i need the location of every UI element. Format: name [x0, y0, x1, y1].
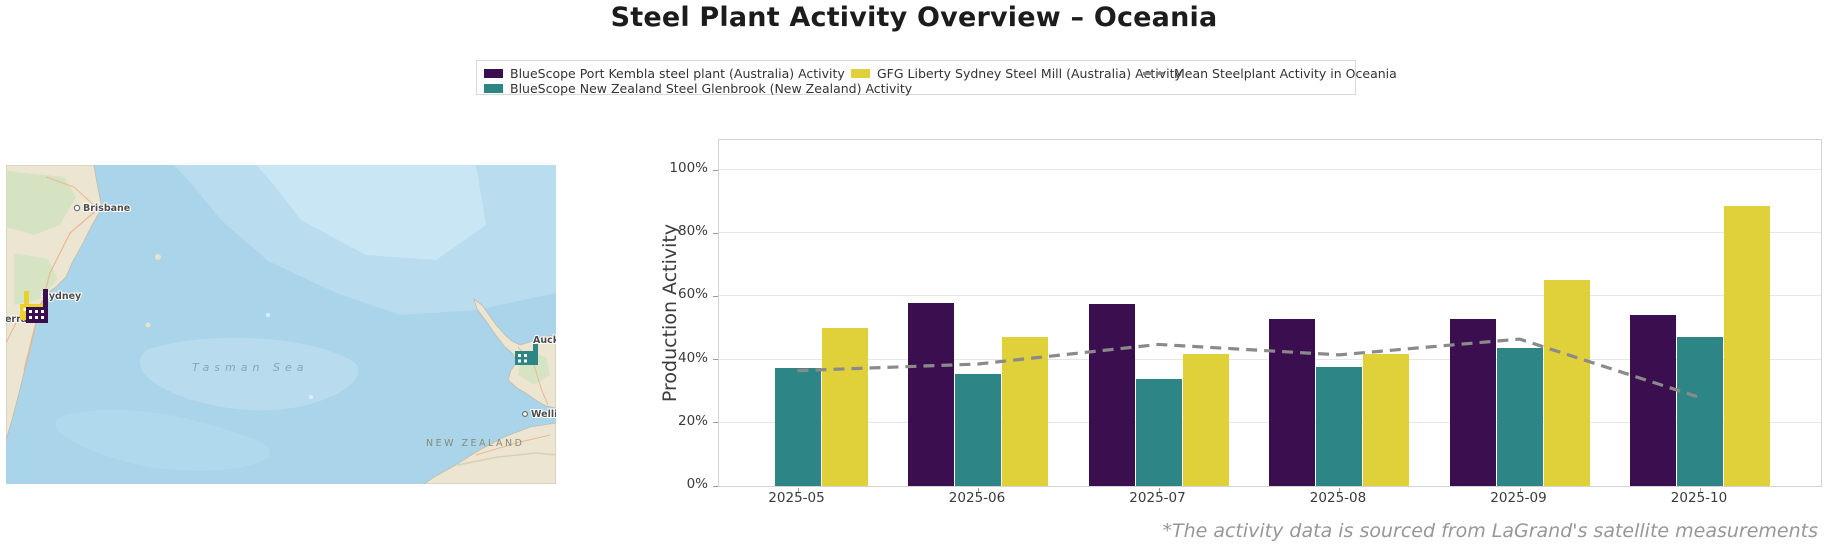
legend-dashed-line-swatch	[1143, 71, 1167, 75]
x-tick-label: 2025-05	[768, 490, 825, 506]
bar-2025-05-series2	[821, 328, 868, 486]
x-tick-label: 2025-09	[1490, 490, 1547, 506]
tasman-sea-label: Tasman Sea	[192, 361, 308, 374]
bar-2025-06-series0	[908, 302, 954, 486]
y-tick-mark	[713, 232, 718, 234]
footnote: *The activity data is sourced from LaGra…	[1162, 520, 1818, 542]
wellington-label: Wellington	[531, 409, 556, 420]
legend-entry: BlueScope New Zealand Steel Glenbrook (N…	[484, 80, 913, 96]
gridline	[719, 232, 1821, 234]
island-speck	[145, 322, 151, 328]
y-tick-label: 20%	[677, 412, 708, 429]
australia-vegetation-patch	[6, 171, 76, 235]
legend-entry-label: BlueScope New Zealand Steel Glenbrook (N…	[510, 80, 913, 96]
bar-2025-10-series0	[1630, 315, 1676, 486]
australia-road	[45, 176, 99, 210]
bar-2025-06-series1	[955, 374, 1001, 486]
x-tick-mark	[1158, 488, 1160, 492]
nz-terrain-line	[457, 452, 556, 466]
bar-2025-10-series2	[1724, 206, 1770, 486]
plot-area	[713, 139, 1822, 492]
australia-road	[23, 208, 99, 371]
x-tick-label: 2025-08	[1309, 490, 1367, 506]
bar-2025-07-series1	[1135, 378, 1182, 486]
sea-bank-patch	[140, 337, 359, 411]
bar-2025-07-series2	[1182, 353, 1229, 486]
legend-entry-label: Mean Steelplant Activity in Oceania	[1174, 65, 1397, 81]
x-tick-label: 2025-06	[948, 490, 1006, 506]
y-tick-label: 100%	[669, 160, 708, 176]
island-speck	[266, 313, 270, 317]
y-tick-label: 40%	[677, 349, 708, 366]
island-speck	[309, 395, 313, 399]
nz-road	[475, 434, 551, 456]
island-speck	[155, 254, 161, 260]
bar-2025-10-series1	[1677, 337, 1723, 486]
bar-2025-06-series2	[1002, 337, 1048, 486]
x-tick-mark	[1339, 488, 1340, 492]
sea-bank-patch-2	[55, 409, 271, 471]
bar-2025-08-series2	[1363, 353, 1409, 486]
brisbane-label: Brisbane	[83, 203, 130, 214]
y-tick-label: 80%	[677, 223, 708, 240]
legend-color-swatch	[484, 68, 503, 78]
bar-2025-09-series1	[1496, 348, 1543, 486]
gridline	[719, 295, 1821, 297]
page-title: Steel Plant Activity Overview – Oceania	[610, 2, 1218, 33]
y-tick-mark	[713, 295, 718, 297]
x-tick-mark	[1700, 488, 1701, 492]
legend-box: BlueScope Port Kembla steel plant (Austr…	[476, 60, 1397, 96]
y-tick-mark	[713, 422, 718, 424]
mean-activity-dashed-line	[797, 337, 1701, 400]
auckland-label: Auckland	[533, 335, 556, 346]
x-tick-label: 2025-10	[1670, 490, 1728, 506]
port-kembla-factory-icon	[26, 289, 48, 323]
x-tick-label: 2025-07	[1129, 490, 1186, 506]
y-tick-mark	[713, 169, 718, 171]
bar-2025-09-series0	[1449, 318, 1496, 486]
y-tick-label: 0%	[686, 476, 708, 492]
legend-color-swatch	[851, 68, 870, 78]
y-tick-mark	[713, 359, 718, 361]
sea-shallow-patch-inner	[256, 165, 486, 260]
legend-entry-label: GFG Liberty Sydney Steel Mill (Australia…	[877, 65, 1182, 81]
y-tick-label: 60%	[677, 286, 708, 303]
glenbrook-factory-icon	[515, 344, 538, 365]
wellington-marker	[521, 411, 528, 418]
x-tick-mark	[1519, 488, 1521, 492]
brisbane-marker	[73, 204, 81, 212]
y-tick-mark	[713, 485, 718, 487]
nz-south-island	[423, 422, 556, 484]
legend-entry: BlueScope Port Kembla steel plant (Austr…	[484, 65, 845, 81]
map-panel: Brisbane Sydney Canberra Auckland Wellin…	[6, 165, 556, 484]
legend-entry: Mean Steelplant Activity in Oceania	[1143, 65, 1397, 81]
bar-2025-07-series0	[1088, 304, 1135, 486]
x-tick-mark	[797, 488, 799, 492]
x-tick-mark	[978, 488, 979, 492]
legend-entry: GFG Liberty Sydney Steel Mill (Australia…	[851, 65, 1182, 81]
mean-line-layer	[797, 337, 1701, 400]
new-zealand-label: NEW ZEALAND	[426, 438, 524, 449]
legend-entry-label: BlueScope Port Kembla steel plant (Austr…	[510, 65, 845, 81]
legend-color-swatch	[484, 83, 503, 93]
bar-2025-05-series1	[774, 368, 821, 486]
map-canvas: Brisbane Sydney Canberra Auckland Wellin…	[6, 165, 556, 484]
bar-2025-09-series2	[1543, 279, 1590, 486]
bar-2025-08-series1	[1316, 366, 1362, 486]
gridline	[719, 169, 1821, 170]
bar-2025-08-series0	[1269, 318, 1315, 486]
sydney-label: Sydney	[42, 291, 82, 302]
